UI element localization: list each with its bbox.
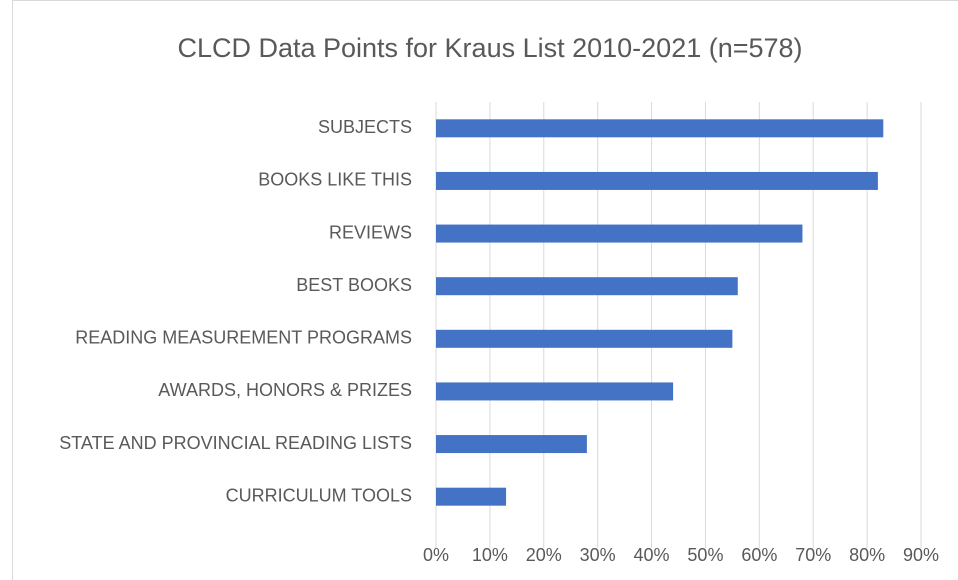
y-tick-label: BEST BOOKS bbox=[296, 275, 412, 295]
y-tick-label: STATE AND PROVINCIAL READING LISTS bbox=[59, 433, 412, 453]
x-tick-label: 10% bbox=[472, 545, 508, 565]
bar bbox=[436, 171, 878, 190]
y-tick-label: REVIEWS bbox=[329, 222, 412, 242]
bar bbox=[436, 224, 803, 243]
chart-title: CLCD Data Points for Kraus List 2010-202… bbox=[177, 33, 802, 63]
x-tick-label: 30% bbox=[580, 545, 616, 565]
bar bbox=[436, 382, 674, 401]
bar bbox=[436, 277, 738, 296]
x-tick-label: 50% bbox=[687, 545, 723, 565]
x-tick-label: 40% bbox=[634, 545, 670, 565]
y-tick-label: BOOKS LIKE THIS bbox=[258, 170, 412, 190]
bar bbox=[436, 487, 507, 506]
x-tick-label: 70% bbox=[795, 545, 831, 565]
x-tick-label: 60% bbox=[741, 545, 777, 565]
y-tick-label: READING MEASUREMENT PROGRAMS bbox=[75, 328, 412, 348]
bar bbox=[436, 119, 884, 138]
bar bbox=[436, 435, 587, 454]
x-tick-label: 90% bbox=[903, 545, 939, 565]
x-tick-label: 80% bbox=[849, 545, 885, 565]
bar bbox=[436, 329, 733, 348]
y-tick-label: SUBJECTS bbox=[318, 117, 412, 137]
y-tick-label: AWARDS, HONORS & PRIZES bbox=[158, 380, 412, 400]
y-tick-label: CURRICULUM TOOLS bbox=[226, 485, 412, 505]
x-tick-label: 20% bbox=[526, 545, 562, 565]
x-tick-label: 0% bbox=[423, 545, 449, 565]
